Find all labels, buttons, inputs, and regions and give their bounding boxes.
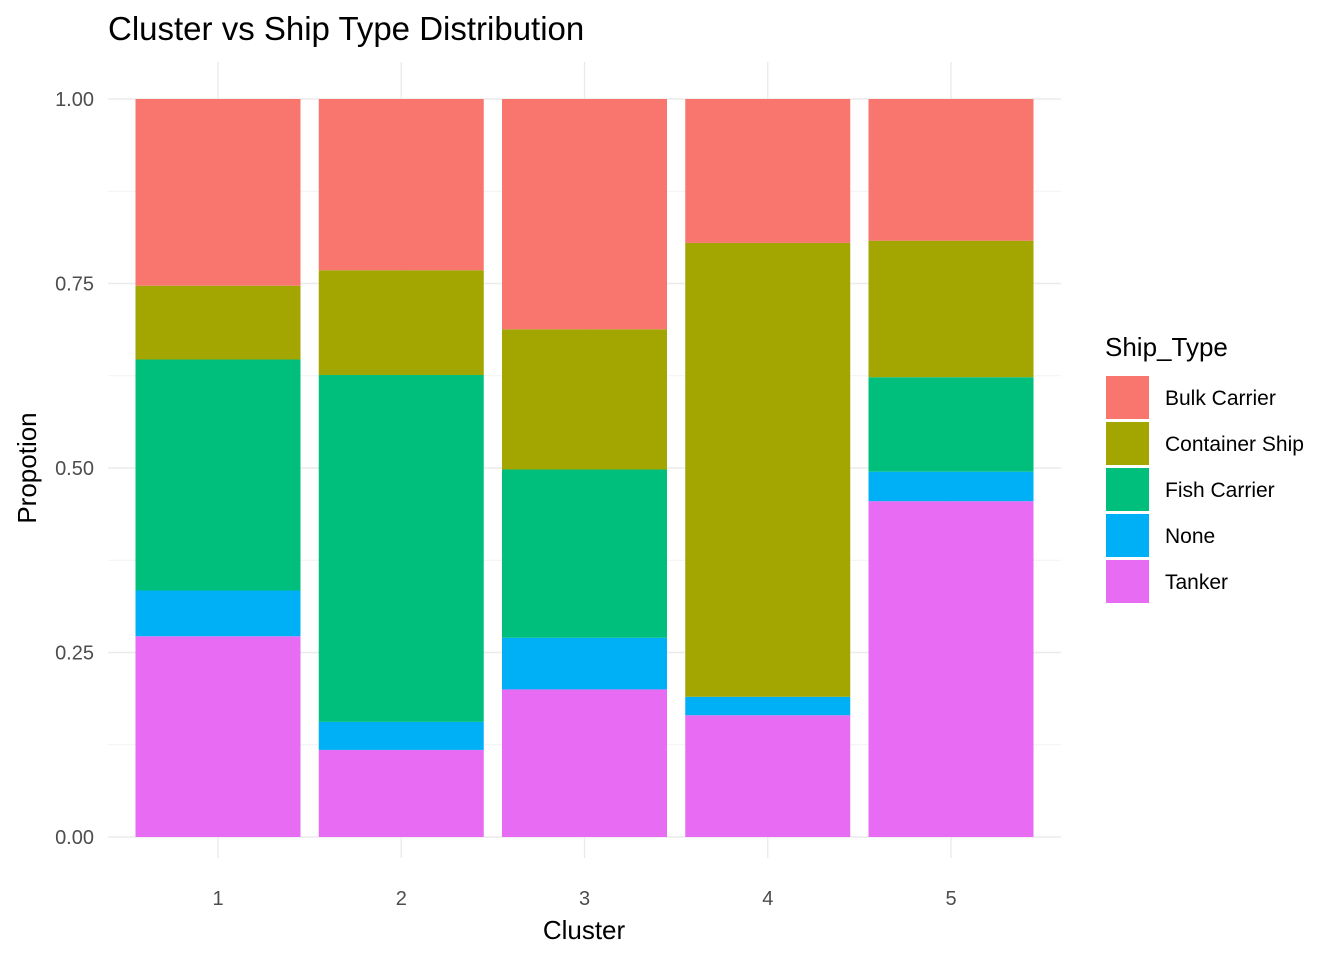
bar-segment-container-ship-cluster-1 <box>135 285 301 360</box>
bar-segment-bulk-carrier-cluster-1 <box>135 99 301 286</box>
legend-label-none: None <box>1165 525 1215 548</box>
x-tick-label: 1 <box>212 888 223 910</box>
bar-segment-tanker-cluster-1 <box>135 636 301 837</box>
bar-segment-container-ship-cluster-5 <box>868 240 1034 378</box>
bar-segment-tanker-cluster-3 <box>502 689 667 837</box>
legend-swatch-tanker <box>1106 560 1149 603</box>
y-tick-label: 0.75 <box>55 274 94 296</box>
legend-swatch-none <box>1106 514 1149 557</box>
bar-segment-bulk-carrier-cluster-4 <box>685 99 851 243</box>
legend-swatch-bulk-carrier <box>1106 376 1149 419</box>
y-axis-title: Propotion <box>12 412 42 523</box>
x-axis-ticks: 1 2 3 4 5 <box>212 888 956 910</box>
x-tick-label: 3 <box>579 888 590 910</box>
y-tick-label: 0.50 <box>55 458 94 480</box>
legend-title: Ship_Type <box>1105 332 1228 362</box>
bar-segment-fish-carrier-cluster-1 <box>135 359 301 591</box>
x-tick-label: 5 <box>945 888 956 910</box>
bar-segment-container-ship-cluster-3 <box>502 329 667 470</box>
x-axis-title: Cluster <box>543 915 626 945</box>
bar-segment-bulk-carrier-cluster-3 <box>502 99 667 330</box>
bar-segment-tanker-cluster-5 <box>868 501 1034 837</box>
legend-label-fish-carrier: Fish Carrier <box>1165 479 1275 502</box>
legend-label-bulk-carrier: Bulk Carrier <box>1165 387 1276 410</box>
bar-segment-container-ship-cluster-4 <box>685 242 851 697</box>
legend-swatch-fish-carrier <box>1106 468 1149 511</box>
bar-segment-none-cluster-5 <box>868 471 1034 502</box>
bar-segment-tanker-cluster-4 <box>685 715 851 837</box>
x-tick-label: 2 <box>396 888 407 910</box>
bars <box>135 99 1034 837</box>
y-tick-label: 1.00 <box>55 89 94 111</box>
legend-label-container-ship: Container Ship <box>1165 433 1304 456</box>
bar-segment-tanker-cluster-2 <box>318 749 484 837</box>
y-tick-label: 0.00 <box>55 827 94 849</box>
bar-segment-bulk-carrier-cluster-2 <box>318 99 484 271</box>
legend-swatch-container-ship <box>1106 422 1149 465</box>
legend-label-tanker: Tanker <box>1165 571 1228 594</box>
y-axis-ticks: 0.00 0.25 0.50 0.75 1.00 <box>55 89 94 849</box>
legend: Ship_Type Bulk Carrier Container Ship Fish… <box>1105 332 1304 603</box>
bar-segment-container-ship-cluster-2 <box>318 270 484 376</box>
bar-segment-none-cluster-1 <box>135 590 301 637</box>
bar-segment-fish-carrier-cluster-5 <box>868 377 1034 472</box>
bar-segment-none-cluster-4 <box>685 696 851 716</box>
bar-segment-fish-carrier-cluster-2 <box>318 375 484 722</box>
x-tick-label: 4 <box>762 888 773 910</box>
chart-title: Cluster vs Ship Type Distribution <box>108 10 584 47</box>
bar-segment-fish-carrier-cluster-3 <box>502 469 667 638</box>
y-tick-label: 0.25 <box>55 643 94 665</box>
bar-segment-bulk-carrier-cluster-5 <box>868 99 1034 241</box>
bar-segment-none-cluster-2 <box>318 721 484 750</box>
bar-segment-none-cluster-3 <box>502 637 667 690</box>
